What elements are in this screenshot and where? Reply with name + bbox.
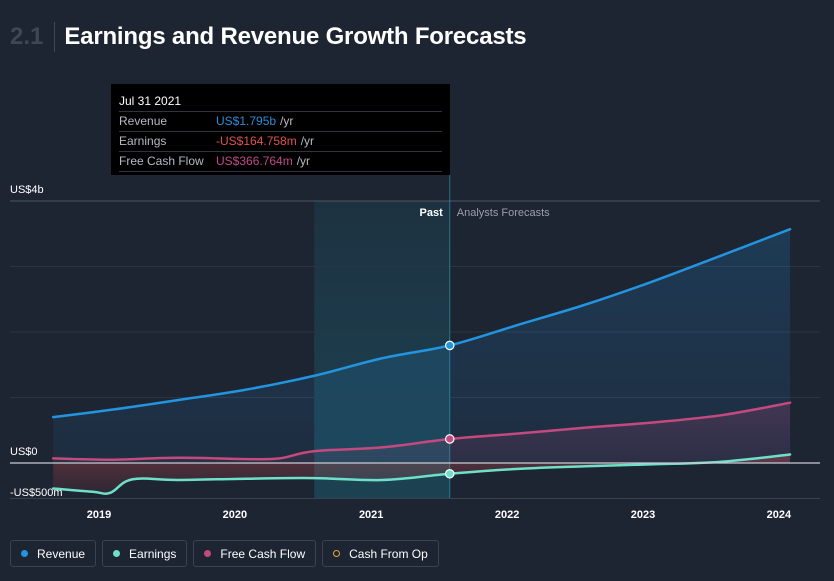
y-tick-label: US$4b (10, 184, 44, 196)
past-label: Past (420, 207, 444, 219)
x-tick-label: 2022 (495, 509, 519, 521)
x-tick-label: 2023 (631, 509, 655, 521)
tooltip-value: US$366.764m (216, 154, 293, 168)
tooltip-row-free-cash-flow: Free Cash Flow US$366.764m /yr (119, 152, 442, 172)
legend-toggle-free-cash-flow[interactable]: Free Cash Flow (193, 540, 317, 567)
chart-tooltip: Jul 31 2021 Revenue US$1.795b /yr Earnin… (111, 84, 450, 175)
legend-label: Earnings (129, 546, 177, 561)
legend-label: Revenue (37, 546, 86, 561)
legend-label: Cash From Op (349, 546, 428, 561)
legend-toggle-revenue[interactable]: Revenue (10, 540, 97, 567)
tooltip-row-earnings: Earnings -US$164.758m /yr (119, 132, 442, 152)
tooltip-row-revenue: Revenue US$1.795b /yr (119, 112, 442, 132)
free-cash-flow-marker (444, 434, 455, 444)
free-cash-flow-line (51, 401, 792, 461)
tooltip-label: Earnings (119, 134, 167, 148)
tooltip-value: US$1.795b (216, 114, 277, 128)
x-tick-label: 2020 (223, 509, 247, 521)
revenue-marker (444, 340, 455, 351)
cash-from-op-dot-icon (333, 550, 341, 557)
y-tick-label: US$0 (10, 446, 38, 458)
tooltip-value: -US$164.758m (216, 134, 297, 148)
forecast-label: Analysts Forecasts (457, 207, 550, 219)
earnings-dot-icon (113, 550, 121, 557)
legend-toggle-cash-from-op[interactable]: Cash From Op (322, 540, 439, 567)
tooltip-date: Jul 31 2021 (119, 93, 442, 112)
earnings-line (51, 453, 792, 495)
header-divider (54, 22, 56, 52)
y-tick-label: -US$500m (10, 487, 63, 499)
revenue-line (51, 227, 792, 419)
legend-toggle-earnings[interactable]: Earnings (102, 540, 188, 567)
section-header: 2.1 Earnings and Revenue Growth Forecast… (10, 22, 527, 52)
earnings-area (53, 454, 791, 494)
tooltip-label: Revenue (119, 114, 168, 128)
section-title: Earnings and Revenue Growth Forecasts (64, 23, 527, 50)
free-cash-flow-area (53, 402, 791, 463)
x-tick-label: 2021 (359, 509, 383, 521)
revenue-dot-icon (21, 550, 28, 557)
revenue-area (53, 229, 791, 463)
tooltip-unit: /yr (296, 154, 311, 168)
legend-label: Free Cash Flow (220, 546, 306, 561)
chart-legend: Revenue Earnings Free Cash Flow Cash Fro… (10, 540, 445, 567)
free-cash-flow-dot-icon (204, 550, 212, 557)
tooltip-unit: /yr (300, 134, 315, 148)
x-tick-label: 2019 (87, 509, 111, 521)
section-number: 2.1 (10, 23, 44, 50)
tooltip-unit: /yr (280, 114, 294, 128)
x-tick-label: 2024 (767, 509, 792, 521)
tooltip-label: Free Cash Flow (119, 154, 204, 168)
earnings-marker (444, 468, 455, 479)
